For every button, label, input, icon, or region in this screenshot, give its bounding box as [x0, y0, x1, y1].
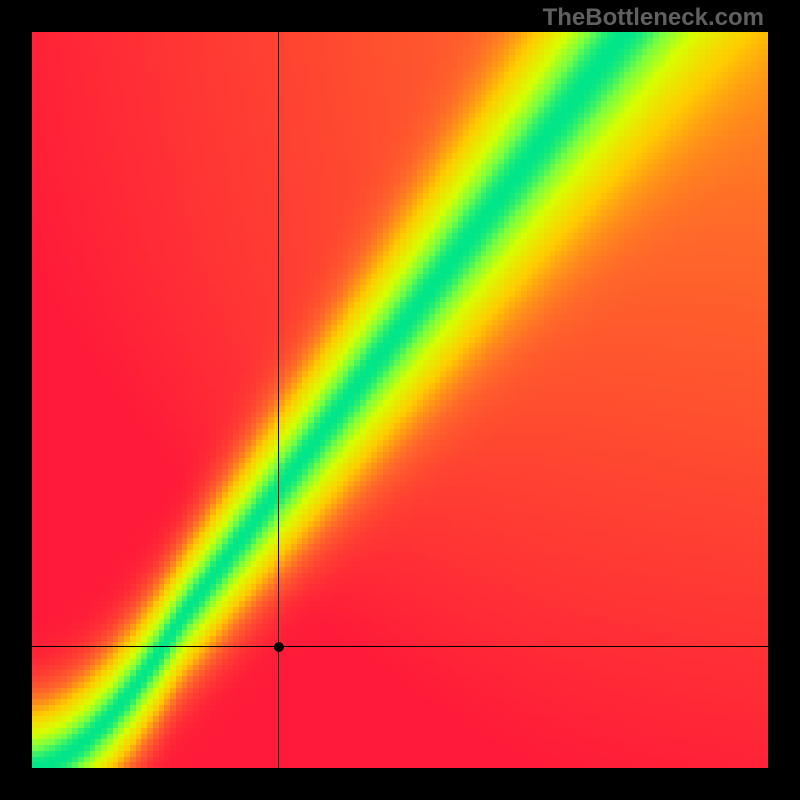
crosshair-horizontal [32, 646, 768, 647]
watermark-text: TheBottleneck.com [543, 4, 764, 32]
bottleneck-heatmap [32, 32, 768, 768]
selection-marker[interactable] [274, 642, 284, 652]
crosshair-vertical [278, 32, 279, 768]
